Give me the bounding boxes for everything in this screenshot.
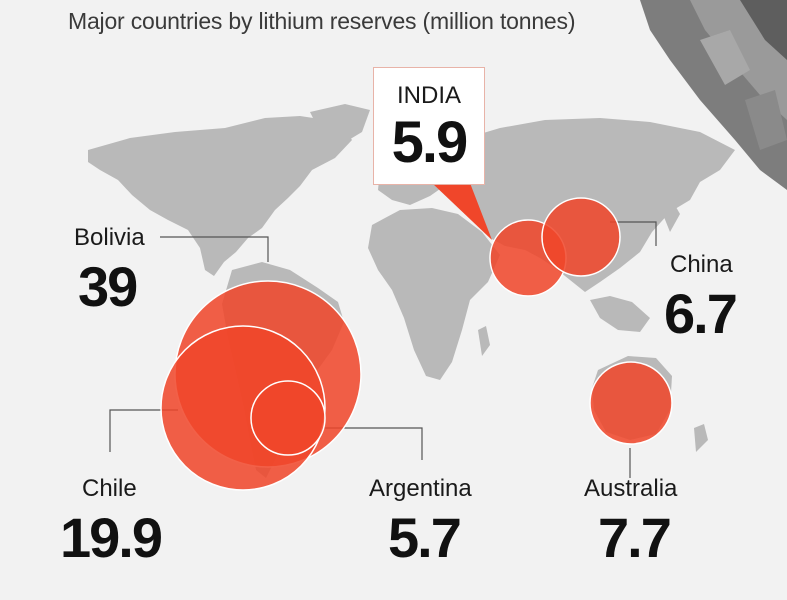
greenland-shape [310,104,370,144]
bubbles [160,197,673,491]
bubble-china [541,197,621,277]
southeast-asia-shape [590,296,650,332]
chile-value: 19.9 [60,506,163,569]
argentina-label: Argentina [369,475,472,502]
leader-line-chile [109,409,178,452]
india-label: INDIA [396,82,461,109]
leader-line-china [610,221,657,246]
bolivia-label: Bolivia [74,224,145,251]
leader-line-bolivia [160,236,269,262]
china-label: China [670,251,733,278]
bubble-argentina [250,380,326,456]
bubble-australia [589,361,673,445]
australia-value: 7.7 [598,506,672,569]
africa-shape [368,208,500,380]
lithium-rocks-image [640,0,787,190]
north-america-shape [88,116,352,276]
leader-line-argentina [324,427,423,460]
new-zealand-shape [694,424,708,452]
madagascar-shape [478,326,490,356]
chile-label: Chile [82,475,137,502]
leader-lines [109,221,657,478]
china-value: 6.7 [664,282,738,345]
australia-label: Australia [584,475,678,502]
india-callout-pointer [432,183,492,240]
chart-title: Major countries by lithium reserves (mil… [68,8,576,34]
india-value: 5.9 [391,110,469,175]
bolivia-value: 39 [78,255,138,318]
japan-shape [662,200,680,232]
argentina-value: 5.7 [388,506,462,569]
india-callout: INDIA 5.9 [373,67,485,185]
